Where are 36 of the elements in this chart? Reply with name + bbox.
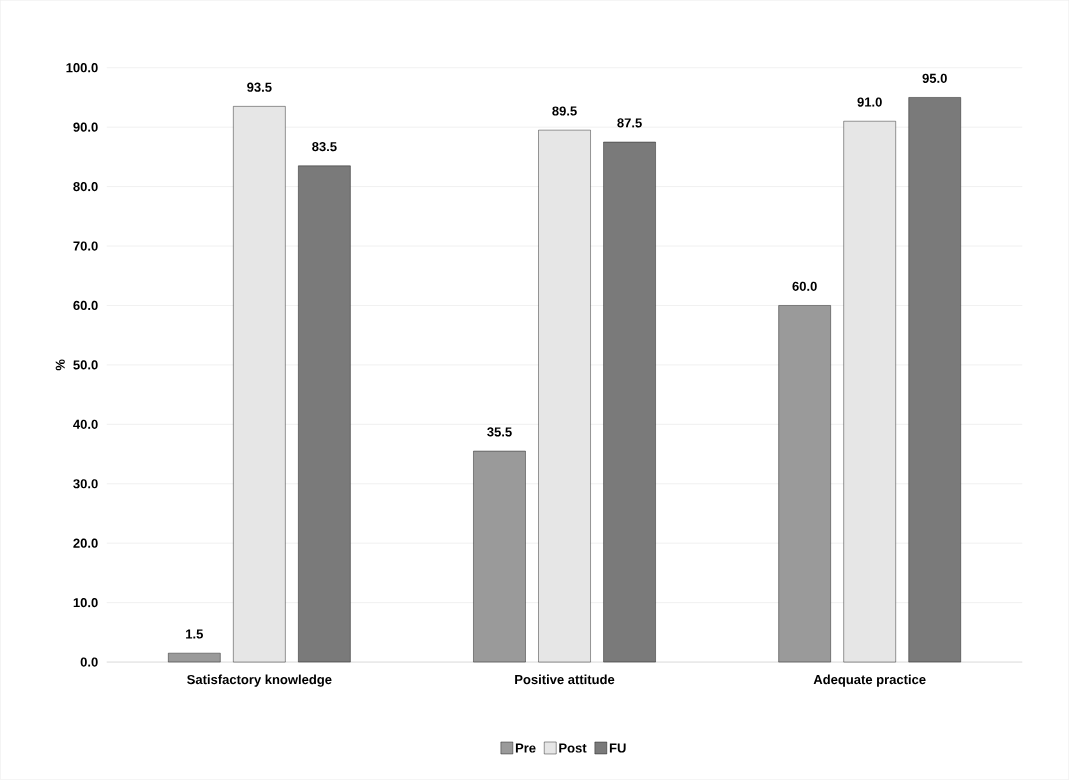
bar [908, 97, 961, 663]
bar [843, 121, 896, 663]
bar [538, 130, 591, 663]
x-tick-label: Positive attitude [515, 674, 615, 685]
data-label: 91.0 [857, 97, 882, 107]
data-label: 89.5 [552, 106, 577, 116]
y-tick-label: 30.0 [73, 479, 98, 489]
bar [233, 106, 286, 663]
data-label: 87.5 [617, 118, 642, 128]
data-label: 60.0 [792, 281, 817, 291]
y-tick-label: 60.0 [73, 300, 98, 311]
bar [298, 165, 351, 663]
bar [603, 141, 656, 663]
bar [473, 450, 526, 663]
y-tick-label: 10.0 [73, 598, 98, 608]
y-tick-label: 50.0 [73, 360, 98, 370]
data-label: 35.5 [487, 427, 512, 437]
y-tick-label: 90.0 [73, 122, 98, 132]
data-label: 93.5 [247, 82, 272, 92]
x-tick-label: Adequate practice [813, 674, 926, 687]
data-label: 1.5 [186, 629, 203, 639]
legend-label: Post [559, 743, 587, 753]
x-tick-label: Satisfactory knowledge [187, 674, 332, 687]
y-tick-label: 100.0 [66, 63, 98, 73]
y-tick-label: 20.0 [73, 538, 98, 548]
bar [778, 305, 831, 663]
y-tick-label: 70.0 [73, 241, 98, 251]
legend-label: FU [609, 743, 626, 753]
y-tick-label: 40.0 [73, 419, 98, 430]
data-label: 83.5 [312, 142, 337, 152]
data-label: 95.0 [922, 73, 947, 83]
bar [168, 653, 221, 663]
y-tick-label: 80.0 [73, 182, 98, 192]
y-tick-label: 0.0 [80, 657, 98, 667]
y-axis-title: % [55, 359, 65, 371]
legend-label: Pre [515, 743, 536, 753]
